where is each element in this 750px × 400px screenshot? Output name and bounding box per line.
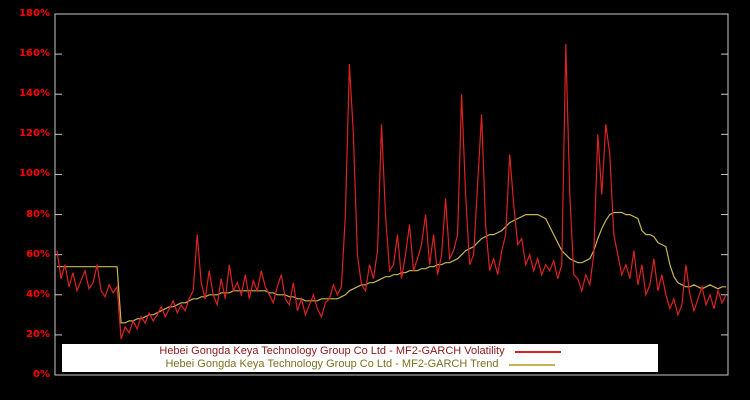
y-axis-tick-label: 180% bbox=[19, 8, 50, 19]
y-axis-tick-label: 120% bbox=[19, 128, 50, 140]
volatility-line-sample-icon bbox=[514, 350, 561, 353]
volatility-line bbox=[56, 44, 727, 340]
legend-row-trend: Hebei Gongda Keya Technology Group Co Lt… bbox=[62, 358, 658, 371]
legend-label-trend: Hebei Gongda Keya Technology Group Co Lt… bbox=[165, 358, 499, 370]
legend-row-volatility: Hebei Gongda Keya Technology Group Co Lt… bbox=[62, 345, 658, 358]
y-axis-tick-label: 80% bbox=[26, 208, 50, 220]
y-axis-tick-label: 20% bbox=[26, 328, 50, 340]
trend-line bbox=[57, 211, 726, 324]
y-axis-tick-label: 140% bbox=[19, 88, 50, 100]
legend-label-volatility: Hebei Gongda Keya Technology Group Co Lt… bbox=[159, 345, 505, 357]
y-axis-tick-label: 40% bbox=[26, 288, 50, 300]
legend: Hebei Gongda Keya Technology Group Co Lt… bbox=[62, 344, 658, 372]
trend-line-sample-icon bbox=[508, 363, 555, 366]
y-axis-tick-label: 100% bbox=[19, 168, 50, 180]
y-axis-tick-label: 60% bbox=[26, 248, 50, 260]
y-axis-tick-label: 0% bbox=[33, 369, 50, 380]
y-axis-tick-label: 160% bbox=[19, 48, 50, 60]
